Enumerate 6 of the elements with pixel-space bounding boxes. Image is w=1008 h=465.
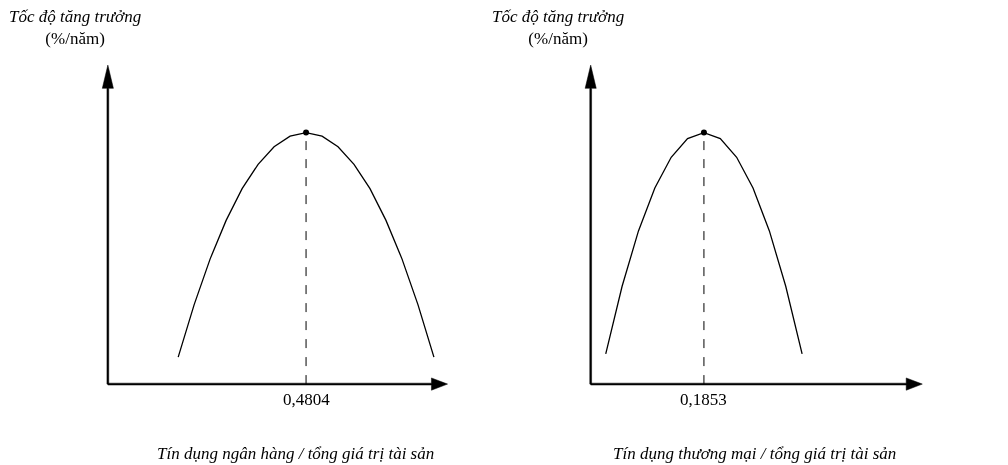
text: 0,4804 <box>283 390 331 409</box>
y-axis-title: Tốc độ tăng trưởng (%/năm) <box>9 7 142 49</box>
y-axis-title: Tốc độ tăng trưởng (%/năm) <box>492 7 625 49</box>
text: 0,1853 <box>680 390 727 409</box>
x-axis-title: Tín dụng ngân hàng / tổng giá trị tài sản <box>157 444 435 463</box>
x-axis-title: Tín dụng thương mại / tổng giá trị tài sản <box>613 444 897 463</box>
